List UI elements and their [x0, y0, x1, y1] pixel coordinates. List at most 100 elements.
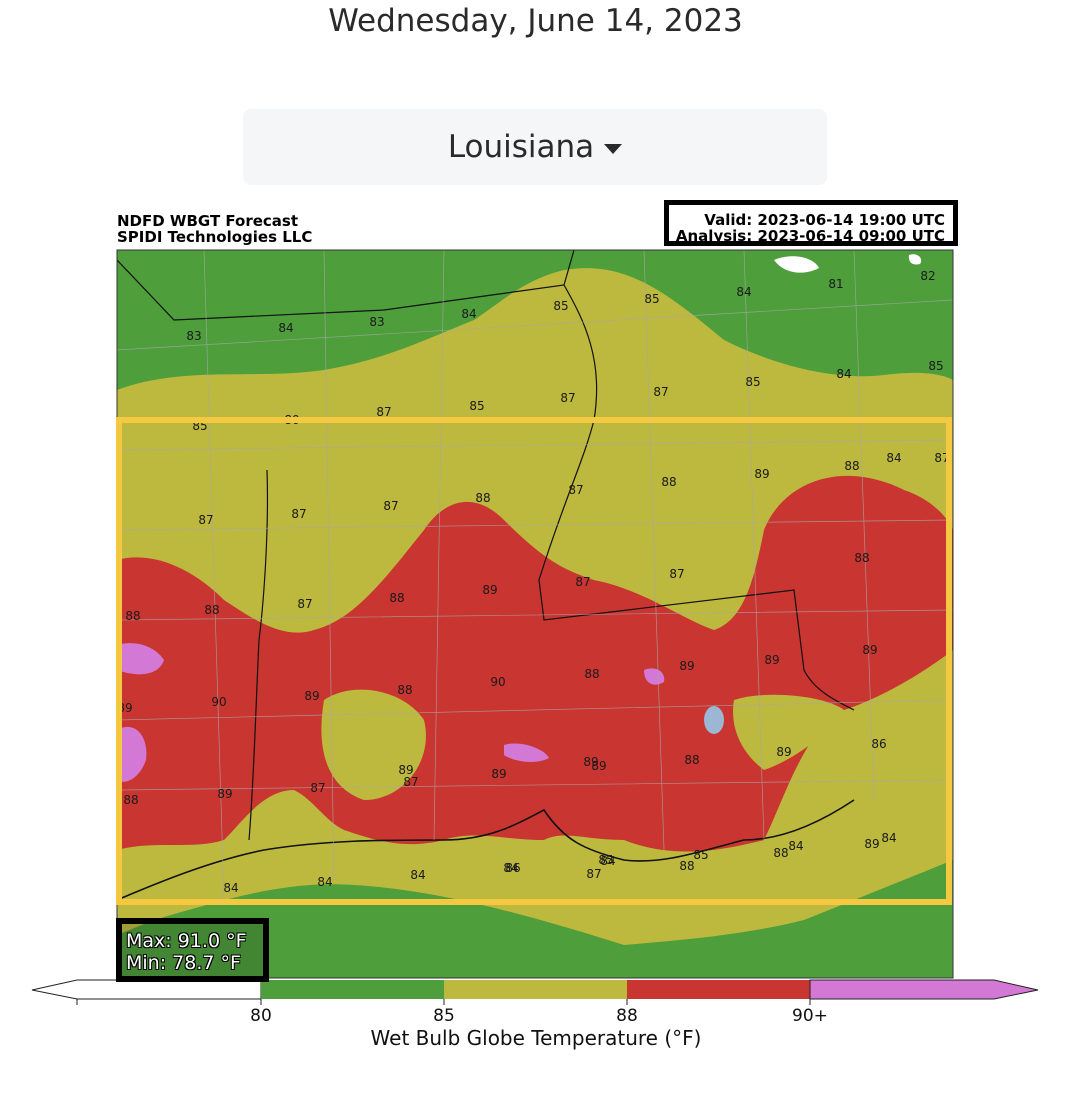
colorbar-tick-label: 90+ — [792, 1006, 828, 1026]
map-point-label: 87 — [383, 499, 398, 513]
map-point-label: 88 — [661, 475, 676, 489]
map-point-label: 88 — [854, 551, 869, 565]
map-source: NDFD WBGT Forecast SPIDI Technologies LL… — [117, 213, 312, 245]
map-point-label: 87 — [297, 597, 312, 611]
map-point-label: 89 — [864, 837, 879, 851]
map-point-label: 88 — [125, 609, 140, 623]
highlight-rectangle — [116, 417, 952, 905]
map-point-label: 85 — [745, 375, 760, 389]
map-point-label: 83 — [186, 329, 201, 343]
map-point-label: 87 — [669, 567, 684, 581]
colorbar-90plus — [809, 979, 1039, 1000]
map-point-label: 84 — [410, 868, 425, 882]
state-dropdown-button[interactable]: Louisiana — [243, 109, 827, 185]
map-point-label: 89 — [679, 659, 694, 673]
colorbar-title: Wet Bulb Globe Temperature (°F) — [370, 1026, 702, 1050]
valid-time: Valid: 2023-06-14 19:00 UTC — [704, 211, 945, 229]
map-point-label: 84 — [881, 831, 896, 845]
map-point-label: 88 — [475, 491, 490, 505]
map-point-label: 88 — [844, 459, 859, 473]
page-date: Wednesday, June 14, 2023 — [328, 3, 743, 39]
map-point-label: 89 — [398, 763, 413, 777]
map-point-label: 88 — [389, 591, 404, 605]
map-point-label: 84 — [788, 839, 803, 853]
map-point-label: 88 — [584, 667, 599, 681]
max-min-box: Max: 91.0 °F Min: 78.7 °F — [116, 918, 269, 982]
colorbar-tick-label: 80 — [250, 1006, 272, 1026]
map-point-label: 87 — [403, 775, 418, 789]
source-product: NDFD WBGT Forecast — [117, 212, 299, 230]
map-point-label: 89 — [754, 467, 769, 481]
map-point-label: 88 — [679, 859, 694, 873]
wbgt-map-figure: 83 84 83 84 85 85 84 81 82 85 84 85 87 87 85 87 80 85 88 89… — [24, 200, 1048, 1060]
map-point-label: 89 — [862, 643, 877, 657]
map-point-label: 88 — [204, 603, 219, 617]
wbgt-patch-90plus — [117, 643, 164, 675]
map-point-label: 84 — [736, 285, 751, 299]
map-point-label: 89 — [217, 787, 232, 801]
map-point-label: 83 — [369, 315, 384, 329]
map-point-label: 90 — [490, 675, 505, 689]
map-point-label: 88 — [123, 793, 138, 807]
map-point-label: 85 — [553, 299, 568, 313]
colorbar-85-88 — [444, 980, 627, 999]
analysis-time: Analysis: 2023-06-14 09:00 UTC — [675, 227, 945, 245]
colorbar-below80 — [31, 979, 262, 1000]
map-point-label: 81 — [828, 277, 843, 291]
wbgt-patch-90plus — [504, 743, 549, 762]
state-dropdown-label: Louisiana — [447, 129, 595, 165]
map-point-label: 89 — [491, 767, 506, 781]
map-point-label: 87 — [575, 575, 590, 589]
wbgt-patch-below80 — [774, 256, 819, 273]
map-point-label: 85 — [928, 359, 943, 373]
map-point-label: 82 — [920, 269, 935, 283]
map-point-label: 87 — [586, 867, 601, 881]
county-lines — [117, 250, 953, 901]
map-point-label: 89 — [764, 653, 779, 667]
map-point-label: 84 — [886, 451, 901, 465]
map-point-label: 89 — [776, 745, 791, 759]
map-point-label: 87 — [653, 385, 668, 399]
lake-water — [704, 706, 724, 734]
map-point-label: 85 — [693, 848, 708, 862]
map-point-label: 84 — [278, 321, 293, 335]
coastline — [117, 799, 855, 901]
source-company: SPIDI Technologies LLC — [117, 228, 313, 246]
caret-down-icon — [604, 144, 623, 154]
map-point-label: 88 — [397, 683, 412, 697]
map-point-label: 88 — [773, 846, 788, 860]
min-temp: Min: 78.7 °F — [126, 952, 241, 974]
map-point-label: 85 — [644, 292, 659, 306]
map-point-label: 87 — [291, 507, 306, 521]
map-point-label: 87 — [310, 781, 325, 795]
map-point-label: 87 — [198, 513, 213, 527]
map-point-label: 84 — [317, 875, 332, 889]
colorbar-tick-label: 88 — [616, 1006, 638, 1026]
map-point-label: 84 — [223, 881, 238, 895]
map-point-label: 89 — [591, 759, 606, 773]
colorbar-80-85 — [261, 980, 444, 999]
wbgt-patch-85-88 — [321, 689, 426, 800]
max-temp: Max: 91.0 °F — [126, 930, 247, 952]
state-border — [117, 250, 855, 841]
map-point-label: 87 — [568, 483, 583, 497]
colorbar-88-90 — [627, 980, 810, 999]
wbgt-patch-90plus — [644, 668, 665, 685]
map-point-label: 87 — [376, 405, 391, 419]
valid-time-box: Valid: 2023-06-14 19:00 UTC Analysis: 20… — [664, 200, 958, 246]
map-point-label: 84 — [461, 307, 476, 321]
map-point-label: 89 — [304, 689, 319, 703]
map-point-label: 84 — [503, 861, 518, 875]
map-point-label: 87 — [560, 391, 575, 405]
map-point-label: 89 — [482, 583, 497, 597]
wbgt-patch-below80 — [908, 254, 922, 265]
colorbar — [31, 979, 1039, 1005]
map-point-label: 85 — [469, 399, 484, 413]
map-point-label: 88 — [684, 753, 699, 767]
map-point-label: 85 — [598, 853, 613, 867]
map-point-label: 86 — [505, 861, 520, 875]
map-point-label: 84 — [836, 367, 851, 381]
wbgt-patch-90plus — [117, 726, 147, 782]
